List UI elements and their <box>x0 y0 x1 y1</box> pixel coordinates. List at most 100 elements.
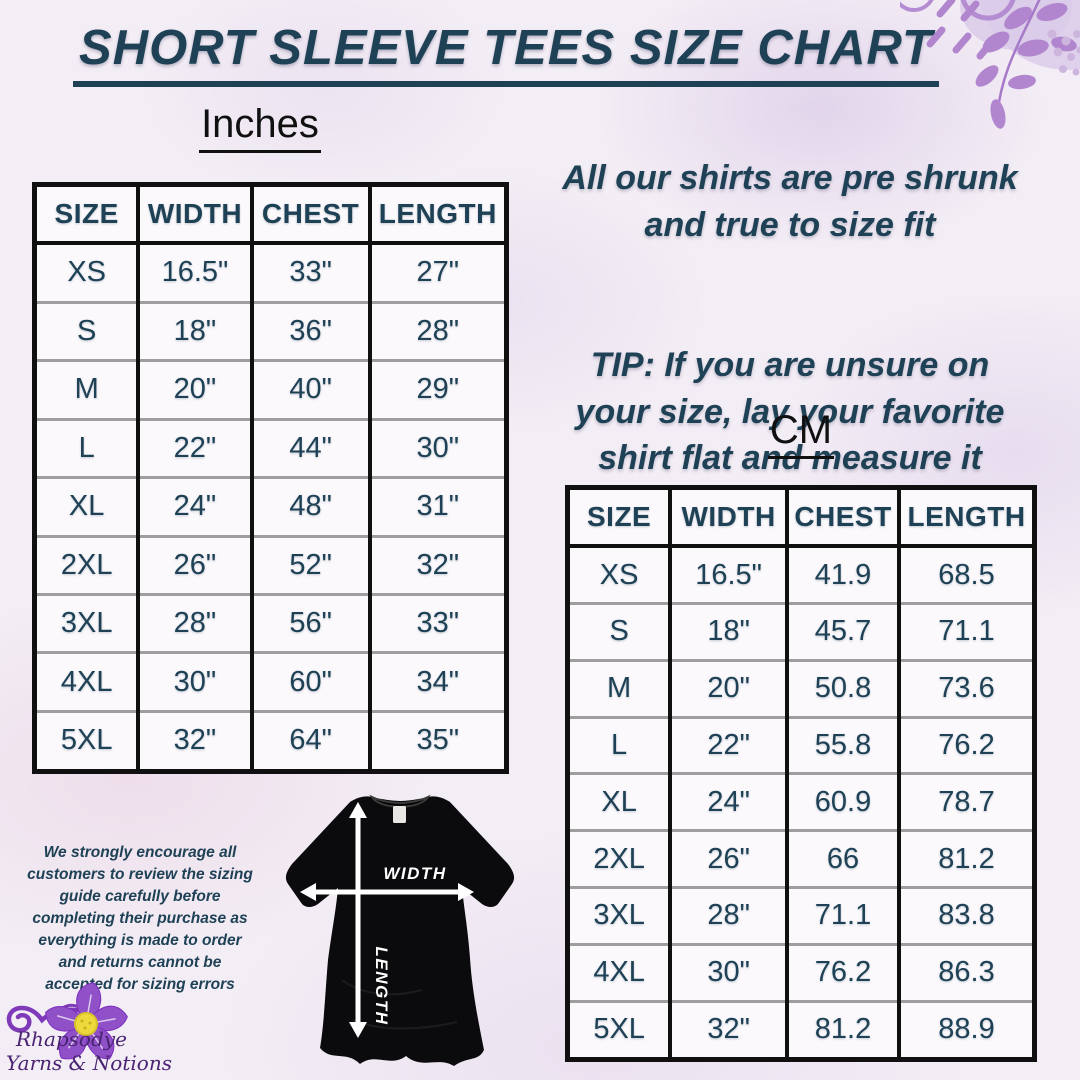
cm-size-table: SIZE WIDTH CHEST LENGTH XS 16.5" 41.9 68.5 S… <box>565 485 1037 1062</box>
table-cell: S <box>34 300 139 361</box>
table-cell: 18" <box>668 602 787 661</box>
table-row: XL 24" 48" 31" <box>34 476 507 537</box>
table-row: 2XL 26" 66 81.2 <box>567 829 1035 888</box>
table-cell: 81.2 <box>784 999 900 1060</box>
table-cell: 30" <box>668 942 787 1002</box>
table-cell: 3XL <box>34 592 139 653</box>
tshirt-silhouette <box>285 796 515 1066</box>
table-cell: 26" <box>668 829 787 888</box>
table-row: 5XL 32" 81.2 88.9 <box>567 999 1035 1060</box>
table-cell: 68.5 <box>897 546 1035 604</box>
table-row: XS 16.5" 33" 27" <box>35 243 507 303</box>
table-cell: 28" <box>136 592 252 653</box>
inches-heading-text: Inches <box>199 102 321 153</box>
table-cell: 86.3 <box>897 942 1035 1002</box>
corner-floral-decoration <box>900 0 1080 129</box>
tshirt-measurement-image: WIDTH LENGTH <box>285 794 515 1066</box>
table-cell: 48" <box>249 476 370 537</box>
cm-table-body: XS 16.5" 41.9 68.5 S 18" 45.7 71.1 M 20" 50.8 73.6 L… <box>567 546 1035 1060</box>
table-cell: M <box>567 658 671 718</box>
logo-name-line2: Yarns & Notions <box>6 1051 172 1075</box>
table-cell: 16.5" <box>136 243 252 303</box>
table-cell: 64" <box>249 709 370 772</box>
table-cell: 55.8 <box>784 715 900 774</box>
table-row: S 18" 36" 28" <box>34 300 507 361</box>
col-header-length: LENGTH <box>367 184 507 245</box>
length-label: LENGTH <box>372 947 391 1026</box>
logo-name-line1: Rhapsodye <box>15 1027 127 1051</box>
col-header-chest: CHEST <box>784 487 900 548</box>
rain-dashes <box>926 0 994 60</box>
table-row: L 22" 55.8 76.2 <box>567 715 1035 774</box>
table-header-row: SIZE WIDTH CHEST LENGTH <box>34 184 507 245</box>
table-cell: 31" <box>367 476 507 537</box>
length-arrow <box>349 802 367 1038</box>
table-row: L 22" 44" 30" <box>34 417 507 478</box>
table-cell: 32" <box>367 534 507 595</box>
col-header-width: WIDTH <box>668 487 787 548</box>
table-cell: 52" <box>249 534 370 595</box>
table-cell: XL <box>34 476 139 537</box>
table-cell: 40" <box>249 359 370 420</box>
col-header-width: WIDTH <box>136 184 252 245</box>
table-header-row: SIZE WIDTH CHEST LENGTH <box>567 487 1035 548</box>
outline-circle <box>900 0 934 12</box>
table-row: 2XL 26" 52" 32" <box>34 534 507 595</box>
table-cell: 33" <box>367 592 507 653</box>
table-cell: 35" <box>367 709 507 772</box>
table-cell: 81.2 <box>897 829 1035 888</box>
table-cell: 36" <box>249 300 370 361</box>
table-cell: 24" <box>668 772 787 831</box>
inches-size-table: SIZE WIDTH CHEST LENGTH XS 16.5" 33" 27" S 18… <box>32 182 509 774</box>
table-cell: 32" <box>136 709 252 772</box>
table-cell: 16.5" <box>668 546 787 604</box>
inches-table-header: SIZE WIDTH CHEST LENGTH <box>34 184 507 245</box>
table-cell: 20" <box>136 359 252 420</box>
table-cell: 60.9 <box>784 772 900 831</box>
table-cell: 50.8 <box>784 658 900 718</box>
table-cell: XS <box>67 256 106 289</box>
logo-flower <box>45 982 128 1060</box>
table-cell: 30" <box>136 651 252 712</box>
table-row: 3XL 28" 56" 33" <box>34 592 507 653</box>
table-cell: 20" <box>668 658 787 718</box>
table-cell: 88.9 <box>897 999 1035 1060</box>
table-cell: 22" <box>668 715 787 774</box>
table-cell: 28" <box>367 300 507 361</box>
table-row: 4XL 30" 60" 34" <box>34 651 507 712</box>
table-cell: 28" <box>668 886 787 945</box>
col-header-size: SIZE <box>567 487 671 548</box>
dot-cluster <box>1047 29 1080 76</box>
col-header-length: LENGTH <box>897 487 1035 548</box>
table-cell: S <box>567 602 671 661</box>
table-cell: 76.2 <box>897 715 1035 774</box>
flower-center <box>74 1012 98 1036</box>
table-cell: XL <box>567 772 671 831</box>
inches-table-body: XS 16.5" 33" 27" S 18" 36" 28" M 20" 40" 29" L 22" 44"… <box>34 243 507 772</box>
page-title-text: SHORT SLEEVE TEES SIZE CHART <box>73 20 939 87</box>
table-cell: 24" <box>136 476 252 537</box>
table-row: M 20" 50.8 73.6 <box>567 658 1035 718</box>
col-header-size: SIZE <box>34 184 139 245</box>
table-cell: 66 <box>784 829 900 888</box>
table-cell: 78.7 <box>897 772 1035 831</box>
table-row: 3XL 28" 71.1 83.8 <box>567 886 1035 945</box>
table-cell: 4XL <box>34 651 139 712</box>
table-cell: 3XL <box>567 886 671 945</box>
table-cell: 34" <box>367 651 507 712</box>
table-cell: 26" <box>136 534 252 595</box>
table-cell: 30" <box>367 417 507 478</box>
table-row: S 18" 45.7 71.1 <box>567 602 1035 661</box>
sizing-disclaimer: We strongly encourage all customers to r… <box>27 844 253 993</box>
table-cell: XS <box>599 558 639 591</box>
table-cell: 29" <box>367 359 507 420</box>
tshirt-neck-tag <box>393 806 406 823</box>
table-cell: 33" <box>249 243 370 303</box>
tshirt-wrinkle <box>341 979 423 996</box>
table-cell: 18" <box>136 300 252 361</box>
table-cell: L <box>34 417 139 478</box>
shop-logo: Rhapsodye Yarns & Notions <box>6 982 172 1075</box>
table-cell: 83.8 <box>897 886 1035 945</box>
table-cell: 56" <box>249 592 370 653</box>
table-cell: 71.1 <box>897 602 1035 661</box>
